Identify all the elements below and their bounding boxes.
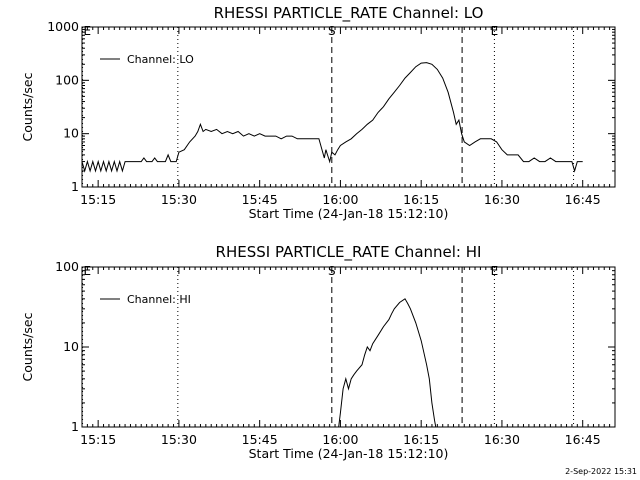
marker-label: E bbox=[491, 24, 499, 38]
legend-entry: Channel: LO bbox=[127, 53, 194, 66]
series-line bbox=[338, 298, 437, 427]
x-tick-label: 16:30 bbox=[484, 192, 520, 207]
legend-entry: Channel: HI bbox=[127, 293, 191, 306]
x-tick-label: 16:00 bbox=[322, 432, 358, 447]
x-tick-label: 15:30 bbox=[161, 432, 197, 447]
marker-label: E bbox=[84, 264, 92, 278]
y-tick-label: 10 bbox=[63, 126, 79, 141]
marker-label: E bbox=[491, 264, 499, 278]
y-tick-label: 1 bbox=[71, 179, 79, 194]
x-tick-label: 15:15 bbox=[80, 432, 116, 447]
x-tick-label: 16:45 bbox=[565, 432, 601, 447]
marker-label: E bbox=[84, 24, 92, 38]
date-stamp: 2-Sep-2022 15:31 bbox=[565, 467, 637, 476]
x-tick-label: 16:45 bbox=[565, 192, 601, 207]
chart-title: RHESSI PARTICLE_RATE Channel: HI bbox=[216, 243, 482, 262]
x-tick-label: 15:30 bbox=[161, 192, 197, 207]
x-tick-label: 15:45 bbox=[242, 192, 278, 207]
y-axis-label: Counts/sec bbox=[20, 312, 35, 381]
marker-label: S bbox=[328, 24, 336, 38]
x-tick-label: 16:30 bbox=[484, 432, 520, 447]
x-tick-label: 16:15 bbox=[403, 192, 439, 207]
y-tick-label: 1000 bbox=[47, 19, 79, 34]
x-axis-label: Start Time (24-Jan-18 15:12:10) bbox=[249, 206, 449, 221]
y-tick-label: 100 bbox=[55, 259, 79, 274]
y-tick-label: 1 bbox=[71, 419, 79, 434]
x-tick-label: 16:00 bbox=[322, 192, 358, 207]
y-axis-label: Counts/sec bbox=[20, 72, 35, 141]
x-tick-label: 15:15 bbox=[80, 192, 116, 207]
marker-label: S bbox=[328, 264, 336, 278]
x-tick-label: 15:45 bbox=[242, 432, 278, 447]
x-tick-label: 16:15 bbox=[403, 432, 439, 447]
y-tick-label: 100 bbox=[55, 72, 79, 87]
chart-panel-lo: RHESSI PARTICLE_RATE Channel: LO Counts/s… bbox=[20, 4, 616, 221]
chart-panel-hi: RHESSI PARTICLE_RATE Channel: HI Counts/s… bbox=[20, 243, 616, 461]
x-axis-label: Start Time (24-Jan-18 15:12:10) bbox=[249, 446, 449, 461]
y-tick-label: 10 bbox=[63, 339, 79, 354]
chart-title: RHESSI PARTICLE_RATE Channel: LO bbox=[214, 4, 484, 23]
series-line bbox=[82, 62, 583, 173]
plot-frame bbox=[81, 266, 616, 428]
plot-frame bbox=[81, 26, 616, 188]
